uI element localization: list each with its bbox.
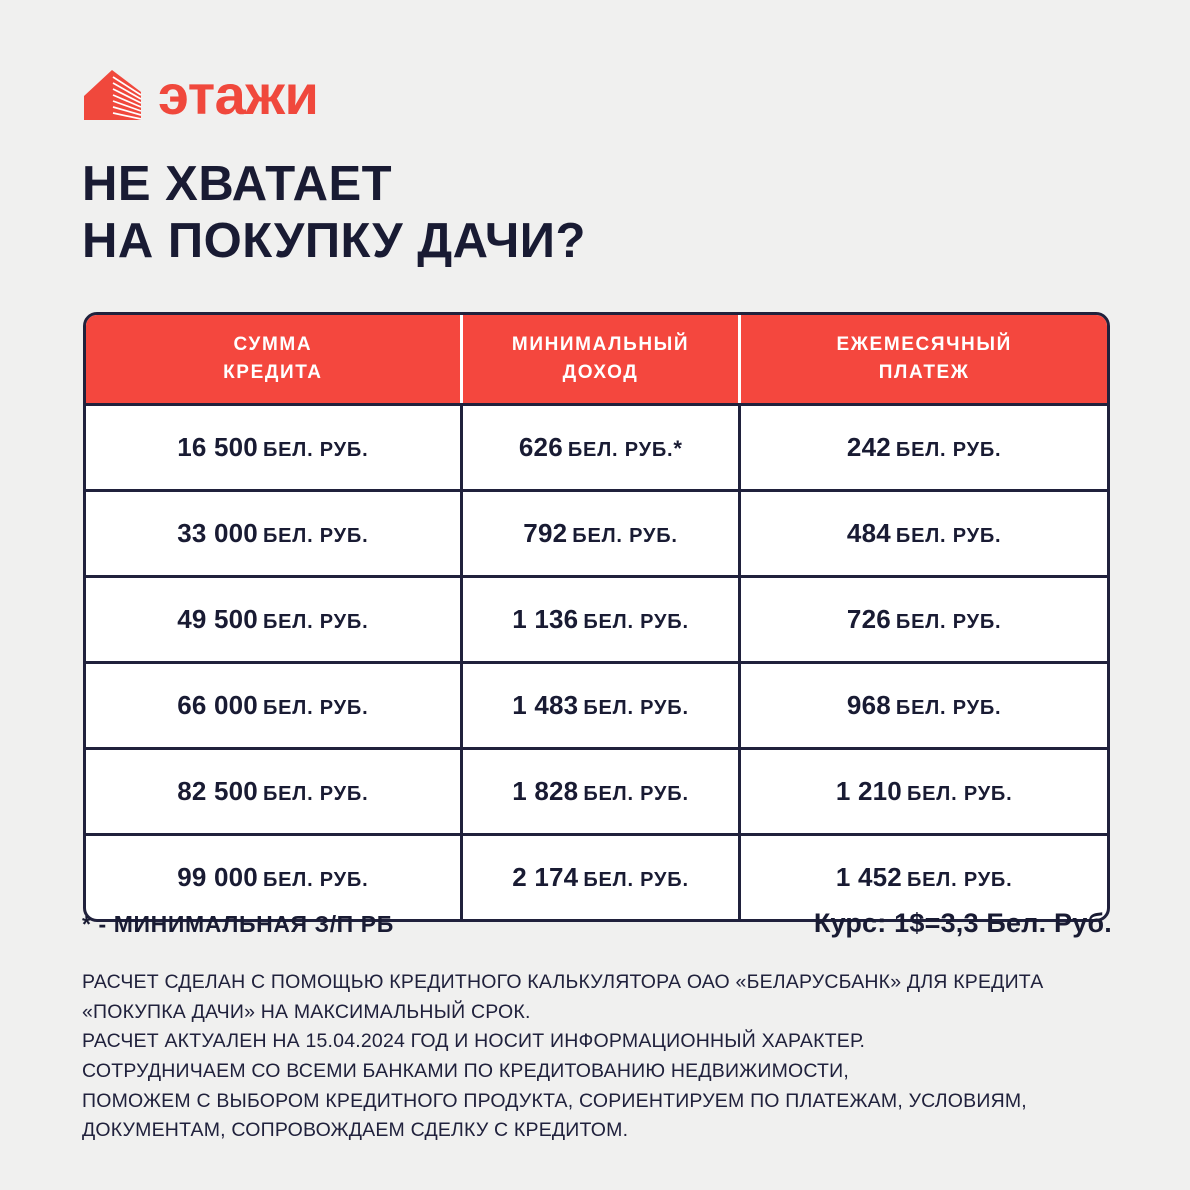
cell-monthly-payment: 1 452 бел. руб. [738, 836, 1107, 919]
unit-currency: бел. руб. [572, 525, 678, 547]
disclaimer-line-3: Расчет актуален на 15.04.2024 год и носи… [82, 1030, 866, 1053]
disclaimer-line-4: Сотрудничаем со всеми банками по кредито… [82, 1059, 849, 1082]
unit-currency: бел. руб. [583, 783, 689, 805]
cell-monthly-payment: 242 бел. руб. [738, 406, 1107, 489]
unit-currency: бел. руб. [895, 439, 1002, 461]
value-loan-amount: 66 000 [177, 690, 258, 720]
cell-loan-amount: 66 000 бел. руб. [86, 664, 460, 747]
unit-currency: бел. руб. [567, 439, 674, 461]
value-monthly-payment: 242 [846, 432, 891, 462]
table-row: 16 500 бел. руб. 626 бел. руб.* 242 бел. ру… [86, 403, 1107, 489]
value-loan-amount: 99 000 [177, 862, 258, 892]
unit-currency: бел. руб. [895, 611, 1002, 633]
value-loan-amount: 16 500 [177, 432, 258, 462]
value-loan-amount: 49 500 [177, 604, 258, 634]
cell-loan-amount: 33 000 бел. руб. [86, 492, 460, 575]
column-header-monthly-payment: ЕЖЕМЕСЯЧНЫЙ ПЛАТЕЖ [738, 315, 1107, 403]
brand-logo: этажи [82, 62, 319, 128]
column-header-minimum-income-line-1: МИНИМАЛЬНЫЙ [511, 334, 690, 356]
cell-loan-amount: 16 500 бел. руб. [86, 406, 460, 489]
value-monthly-payment: 726 [846, 604, 891, 634]
value-monthly-payment: 1 210 [835, 776, 902, 806]
unit-currency: бел. руб. [906, 869, 1013, 891]
unit-currency: бел. руб. [583, 697, 689, 719]
value-monthly-payment: 1 452 [835, 862, 902, 892]
value-loan-amount: 82 500 [177, 776, 258, 806]
cell-monthly-payment: 968 бел. руб. [738, 664, 1107, 747]
value-loan-amount: 33 000 [177, 518, 258, 548]
column-header-loan-amount-line-2: КРЕДИТА [223, 362, 323, 383]
notes-row: * - минимальная з/п РБ Курс: 1$=3,3 Бел.… [82, 908, 1112, 939]
value-minimum-income: 792 [523, 518, 568, 548]
disclaimer-line-6: документам, сопровождаем сделку с кредит… [82, 1119, 629, 1142]
table-header-row: СУММА КРЕДИТА МИНИМАЛЬНЫЙ ДОХОД ЕЖЕМЕСЯЧ… [86, 315, 1107, 403]
value-minimum-income: 1 483 [512, 690, 579, 720]
cell-loan-amount: 49 500 бел. руб. [86, 578, 460, 661]
exchange-rate-note: Курс: 1$=3,3 Бел. Руб. [813, 908, 1112, 938]
value-minimum-income: 626 [518, 432, 563, 462]
unit-currency: бел. руб. [906, 783, 1013, 805]
table-row: 82 500 бел. руб. 1 828 бел. руб. 1 210 бел.… [86, 747, 1107, 833]
unit-currency: бел. руб. [895, 697, 1002, 719]
cell-minimum-income: 2 174 бел. руб. [459, 836, 739, 919]
unit-currency: бел. руб. [262, 525, 369, 547]
table-row: 66 000 бел. руб. 1 483 бел. руб. 968 бел. р… [86, 661, 1107, 747]
disclaimer-line-2: «Покупка дачи» на максимальный срок. [82, 1000, 531, 1023]
column-header-loan-amount-line-1: СУММА [233, 334, 313, 356]
page-title-line-1: НЕ ХВАТАЕТ [82, 157, 393, 211]
table-row: 99 000 бел. руб. 2 174 бел. руб. 1 452 бел.… [86, 833, 1107, 919]
page-title: НЕ ХВАТАЕТ НА ПОКУПКУ ДАЧИ? [82, 156, 586, 270]
unit-currency: бел. руб. [583, 869, 689, 891]
cell-minimum-income: 1 483 бел. руб. [459, 664, 739, 747]
footnote-marker: * [673, 436, 683, 461]
disclaimer-block: Расчет сделан с помощью кредитного кальк… [82, 968, 1126, 1146]
value-minimum-income: 2 174 [512, 862, 579, 892]
cell-monthly-payment: 1 210 бел. руб. [738, 750, 1107, 833]
cell-loan-amount: 99 000 бел. руб. [86, 836, 460, 919]
cell-monthly-payment: 484 бел. руб. [738, 492, 1107, 575]
cell-minimum-income: 626 бел. руб.* [459, 406, 739, 489]
value-monthly-payment: 968 [846, 690, 891, 720]
cell-monthly-payment: 726 бел. руб. [738, 578, 1107, 661]
table-row: 33 000 бел. руб. 792 бел. руб. 484 бел. руб… [86, 489, 1107, 575]
unit-currency: бел. руб. [262, 697, 369, 719]
column-header-loan-amount: СУММА КРЕДИТА [86, 315, 460, 403]
column-header-minimum-income-line-2: ДОХОД [562, 362, 639, 383]
column-header-monthly-payment-line-1: ЕЖЕМЕСЯЧНЫЙ [836, 334, 1012, 356]
cell-minimum-income: 1 136 бел. руб. [459, 578, 739, 661]
value-minimum-income: 1 828 [512, 776, 579, 806]
brand-name: этажи [158, 63, 319, 126]
disclaimer-line-5: поможем с выбором кредитного продукта, с… [82, 1089, 1027, 1112]
column-header-minimum-income: МИНИМАЛЬНЫЙ ДОХОД [459, 315, 739, 403]
disclaimer-line-1: Расчет сделан с помощью кредитного кальк… [82, 971, 1044, 993]
value-monthly-payment: 484 [846, 518, 891, 548]
unit-currency: бел. руб. [895, 525, 1002, 547]
unit-currency: бел. руб. [262, 611, 369, 633]
cell-loan-amount: 82 500 бел. руб. [86, 750, 460, 833]
table-row: 49 500 бел. руб. 1 136 бел. руб. 726 бел. р… [86, 575, 1107, 661]
cell-minimum-income: 792 бел. руб. [459, 492, 739, 575]
unit-currency: бел. руб. [262, 783, 369, 805]
column-header-monthly-payment-line-2: ПЛАТЕЖ [878, 362, 970, 383]
unit-currency: бел. руб. [583, 611, 689, 633]
page-title-line-2: НА ПОКУПКУ ДАЧИ? [82, 213, 586, 268]
building-logo-icon [82, 68, 144, 122]
value-minimum-income: 1 136 [512, 604, 579, 634]
unit-currency: бел. руб. [262, 439, 369, 461]
unit-currency: бел. руб. [262, 869, 369, 891]
footnote-minimum-salary: * - минимальная з/п РБ [82, 911, 394, 937]
credit-table: СУММА КРЕДИТА МИНИМАЛЬНЫЙ ДОХОД ЕЖЕМЕСЯЧ… [83, 312, 1110, 922]
cell-minimum-income: 1 828 бел. руб. [459, 750, 739, 833]
